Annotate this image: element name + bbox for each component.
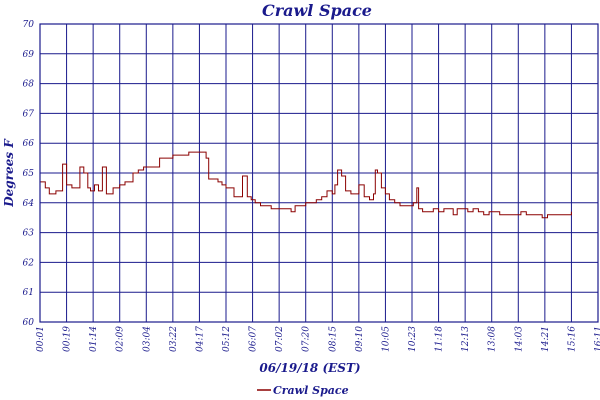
x-tick-label: 10:23 [408,326,418,352]
chart-title: Crawl Space [262,1,372,20]
series-line-crawl-space [40,151,572,219]
y-tick-labels: 60 61 62 63 64 65 66 67 68 69 70 [23,20,35,328]
x-tick-label: 07:20 [302,326,312,352]
y-tick-label: 61 [23,288,34,298]
y-tick-label: 69 [23,50,35,60]
x-tick-label: 14:03 [514,326,524,352]
y-tick-label: 68 [23,80,35,90]
x-tick-label: 01:14 [89,326,99,352]
x-tick-label: 07:02 [275,326,285,352]
y-tick-label: 65 [23,169,35,179]
x-tick-label: 02:09 [116,326,126,352]
x-tick-label: 09:10 [355,326,365,352]
x-tick-label: 16:11 [594,326,600,352]
y-tick-label: 60 [23,318,35,328]
y-tick-label: 70 [23,20,35,30]
y-axis-label: Degrees F [2,138,16,208]
x-tick-label: 00:01 [36,326,46,352]
x-tick-label: 00:19 [63,326,73,352]
x-tick-label: 05:12 [222,326,232,352]
chart-grid [39,23,599,323]
x-tick-labels: 00:01 00:19 01:14 02:09 03:04 03:22 04:17 05:12… [36,326,600,352]
x-tick-label: 04:17 [195,326,205,352]
legend-label: Crawl Space [273,384,349,397]
y-tick-label: 63 [23,229,35,239]
x-tick-label: 15:16 [567,326,577,352]
y-tick-label: 62 [23,258,35,268]
x-tick-label: 14:21 [541,326,551,352]
x-tick-label: 13:08 [488,326,498,352]
plot-frame [39,23,599,323]
x-tick-label: 03:22 [169,326,179,352]
series-layer [40,151,572,219]
y-tick-label: 66 [23,139,35,149]
x-tick-label: 08:15 [328,326,338,352]
x-tick-label: 11:18 [435,326,445,352]
x-tick-label: 06:07 [249,326,259,352]
x-tick-label: 03:04 [142,326,152,352]
x-tick-label: 12:13 [461,326,471,352]
y-tick-label: 67 [23,109,35,119]
x-tick-label: 10:05 [381,326,391,352]
x-axis-label: 06/19/18 (EST) [259,361,360,375]
chart-legend: Crawl Space [257,384,349,397]
y-tick-label: 64 [23,199,35,209]
